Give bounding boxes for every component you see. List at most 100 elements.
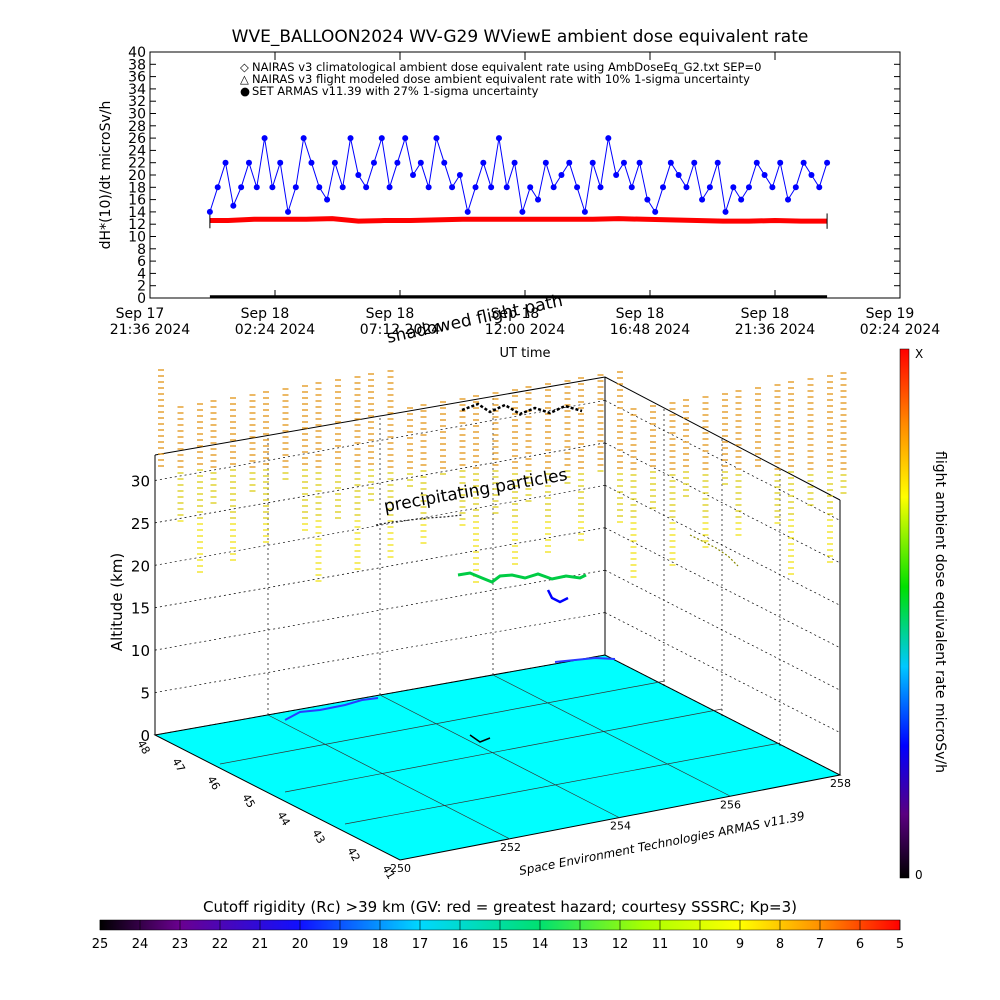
x-tick-day: Sep 18 xyxy=(491,306,540,322)
y-tick-label: 12 xyxy=(128,217,146,233)
armas-point xyxy=(816,184,823,191)
armas-point xyxy=(308,159,315,166)
armas-point xyxy=(660,184,667,191)
armas-point xyxy=(214,184,221,191)
x-axis-label: UT time xyxy=(500,346,551,361)
y-tick-label: 40 xyxy=(128,45,146,61)
armas-point xyxy=(449,184,456,191)
x-tick-time: 21:36 2024 xyxy=(735,322,816,338)
armas-point xyxy=(277,159,284,166)
y-tick-label: 2 xyxy=(137,279,146,295)
legend-entry: NAIRAS v3 flight modeled dose ambient eq… xyxy=(252,72,750,86)
x-tick-day: Sep 18 xyxy=(366,306,415,322)
armas-point xyxy=(527,184,534,191)
armas-point xyxy=(222,159,229,166)
y-tick-label: 18 xyxy=(128,180,146,196)
rigidity-tick-label: 17 xyxy=(412,937,429,952)
y-tick-label: 4 xyxy=(137,266,146,282)
armas-point xyxy=(620,159,627,166)
armas-point xyxy=(800,159,807,166)
rigidity-title: Cutoff rigidity (Rc) >39 km (GV: red = g… xyxy=(203,898,797,916)
x-tick-day: Sep 17 xyxy=(116,306,165,322)
armas-point xyxy=(253,184,260,191)
armas-point xyxy=(745,184,752,191)
y-tick-label: 32 xyxy=(128,94,146,110)
latitude-tick-label: 46 xyxy=(204,774,222,793)
legend: ◇ NAIRAS v3 climatological ambient dose … xyxy=(240,60,761,98)
altitude-gridline xyxy=(154,400,606,481)
armas-point xyxy=(730,184,737,191)
y-axis-label: dH*(10)/dt microSv/h xyxy=(98,101,114,250)
armas-point xyxy=(464,208,471,215)
x-tick-day: Sep 18 xyxy=(241,306,290,322)
flight-path xyxy=(457,571,587,584)
longitude-tick-label: 256 xyxy=(720,798,741,811)
x-tick-time: 21:36 2024 xyxy=(110,322,191,338)
y-tick-label: 22 xyxy=(128,156,146,172)
armas-point xyxy=(394,159,401,166)
armas-point xyxy=(269,184,276,191)
armas-point xyxy=(433,135,440,142)
armas-point xyxy=(613,172,620,178)
armas-point xyxy=(300,135,307,142)
rigidity-tick-label: 23 xyxy=(172,937,189,952)
longitude-tick-label: 254 xyxy=(610,820,631,833)
rigidity-tick-label: 24 xyxy=(132,937,149,952)
series-line-armas xyxy=(209,136,828,214)
y-tick-label: 0 xyxy=(137,291,146,307)
armas-point xyxy=(722,208,729,215)
armas-point xyxy=(769,184,776,191)
x-tick-time: 07:12 2024 xyxy=(360,322,441,338)
altitude-gridline xyxy=(154,612,606,693)
armas-point xyxy=(230,202,237,209)
armas-point xyxy=(480,159,487,166)
armas-point xyxy=(472,184,479,191)
rigidity-tick-label: 13 xyxy=(572,937,589,952)
x-tick-time: 02:24 2024 xyxy=(235,322,316,338)
legend-symbol: ● xyxy=(240,84,250,98)
altitude-gridline xyxy=(604,654,841,776)
x-tick-day: Sep 18 xyxy=(741,306,790,322)
ground-shadow-path-2 xyxy=(554,656,616,663)
armas-point xyxy=(503,184,510,191)
altitude-gridline xyxy=(154,442,606,524)
colorbar-top-label: X xyxy=(915,347,923,361)
altitude-tick-label: 30 xyxy=(131,472,150,490)
armas-point xyxy=(777,159,784,166)
armas-point xyxy=(386,184,393,191)
armas-point xyxy=(542,159,549,166)
colorbar-label: flight ambient dose equivalent rate micr… xyxy=(932,451,948,773)
armas-point xyxy=(824,159,831,166)
altitude-gridline xyxy=(604,569,841,691)
series-line-nairas-flight xyxy=(209,216,828,224)
ground-shadow-path xyxy=(284,697,379,721)
armas-point xyxy=(238,184,245,191)
armas-point xyxy=(761,172,768,178)
armas-point xyxy=(363,184,370,191)
armas-point xyxy=(339,184,346,191)
armas-point xyxy=(441,159,448,166)
armas-point xyxy=(808,172,815,178)
armas-point xyxy=(488,184,495,191)
armas-point xyxy=(410,172,417,178)
legend-entry: SET ARMAS v11.39 with 27% 1-sigma uncert… xyxy=(252,84,539,98)
y-tick-label: 38 xyxy=(128,57,146,73)
latitude-tick-label: 48 xyxy=(134,738,152,757)
altitude-tick-label: 25 xyxy=(131,515,150,533)
rigidity-tick-label: 21 xyxy=(252,937,269,952)
rigidity-tick-label: 8 xyxy=(776,937,784,952)
shadowed-path-top xyxy=(461,402,583,416)
altitude-gridline xyxy=(604,527,841,649)
armas-point xyxy=(785,196,792,203)
armas-point xyxy=(558,172,565,178)
rigidity-tick-label: 9 xyxy=(736,937,744,952)
armas-point xyxy=(550,184,557,191)
y-tick-label: 24 xyxy=(128,143,146,159)
armas-point xyxy=(706,184,713,191)
armas-point xyxy=(605,135,612,142)
armas-point xyxy=(691,159,698,166)
rigidity-tick-label: 25 xyxy=(92,937,109,952)
